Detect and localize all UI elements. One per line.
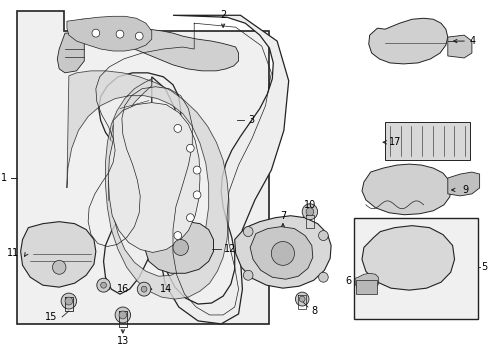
Text: 12: 12 [224, 244, 236, 255]
Polygon shape [361, 164, 451, 215]
Circle shape [305, 208, 313, 216]
Polygon shape [447, 172, 479, 196]
Bar [385, 122, 469, 160]
Circle shape [271, 242, 294, 265]
Bar [355, 280, 377, 294]
Text: 16: 16 [117, 284, 129, 294]
Polygon shape [447, 35, 471, 58]
Circle shape [141, 286, 147, 292]
Circle shape [61, 293, 77, 309]
Circle shape [302, 204, 317, 220]
Circle shape [52, 260, 66, 274]
Circle shape [116, 30, 123, 38]
Circle shape [65, 297, 73, 305]
Circle shape [193, 166, 201, 174]
Text: 15: 15 [45, 312, 57, 322]
Circle shape [115, 307, 130, 323]
Text: 7: 7 [279, 211, 285, 221]
Polygon shape [79, 19, 238, 71]
Text: 5: 5 [481, 262, 487, 272]
Circle shape [318, 231, 327, 240]
Circle shape [186, 214, 194, 222]
Polygon shape [145, 222, 213, 273]
Circle shape [173, 239, 188, 255]
Text: 13: 13 [117, 336, 129, 346]
Circle shape [174, 125, 182, 132]
Polygon shape [368, 18, 447, 64]
Text: 3: 3 [248, 116, 254, 126]
Circle shape [299, 296, 305, 302]
Polygon shape [99, 15, 288, 324]
Polygon shape [17, 11, 269, 324]
Text: 8: 8 [310, 306, 316, 316]
Circle shape [119, 311, 126, 319]
Circle shape [295, 292, 308, 306]
Polygon shape [108, 103, 200, 252]
Polygon shape [67, 16, 151, 51]
Circle shape [174, 231, 182, 239]
Circle shape [97, 278, 110, 292]
Polygon shape [234, 216, 330, 288]
Circle shape [137, 282, 150, 296]
Circle shape [193, 191, 201, 199]
Circle shape [92, 29, 100, 37]
Circle shape [243, 270, 252, 280]
Polygon shape [354, 273, 378, 291]
Polygon shape [57, 33, 84, 73]
Text: 17: 17 [388, 137, 401, 147]
Polygon shape [20, 222, 96, 287]
Text: 9: 9 [461, 185, 468, 195]
Polygon shape [250, 227, 312, 279]
Bar [353, 218, 477, 319]
Text: 1: 1 [1, 173, 7, 183]
Text: 11: 11 [6, 248, 19, 258]
Text: 10: 10 [303, 200, 315, 210]
Circle shape [318, 272, 327, 282]
Circle shape [101, 282, 106, 288]
Text: 6: 6 [345, 276, 351, 286]
Text: 14: 14 [159, 284, 171, 294]
Circle shape [186, 144, 194, 152]
Polygon shape [67, 71, 228, 299]
Circle shape [135, 32, 143, 40]
Polygon shape [361, 226, 454, 290]
Circle shape [243, 227, 252, 237]
Text: 4: 4 [469, 36, 475, 46]
Text: 2: 2 [220, 10, 226, 20]
